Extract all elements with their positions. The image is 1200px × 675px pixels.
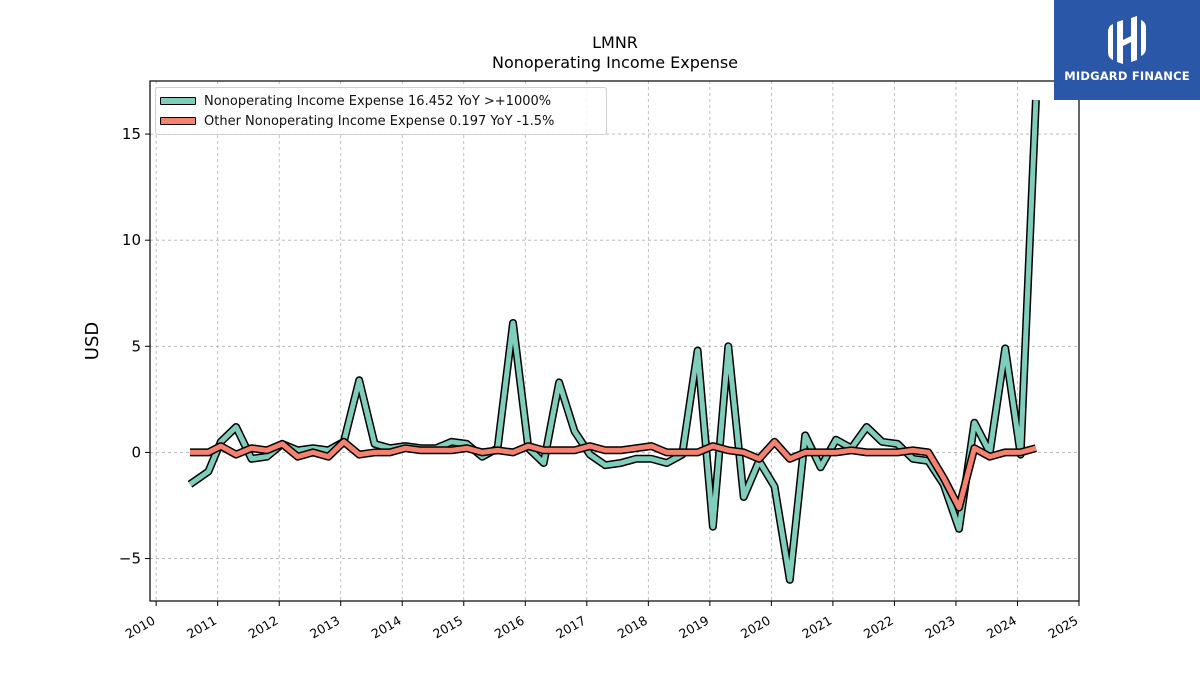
legend-label-nonoperating: Nonoperating Income Expense 16.452 YoY >… bbox=[204, 93, 552, 109]
x-tick-label: 2013 bbox=[307, 613, 342, 642]
brand-logo: MIDGARD FINANCE bbox=[1054, 0, 1200, 100]
y-axis-label: USD bbox=[82, 322, 103, 360]
chart-legend: Nonoperating Income Expense 16.452 YoY >… bbox=[155, 87, 607, 135]
chart-subtitle: Nonoperating Income Expense bbox=[492, 53, 738, 72]
legend-swatch-teal bbox=[160, 97, 196, 105]
x-tick-label: 2021 bbox=[799, 613, 834, 642]
grid-lines bbox=[150, 81, 1080, 601]
x-tick-label: 2025 bbox=[1045, 613, 1080, 642]
x-tick-label: 2022 bbox=[861, 613, 896, 642]
x-tick-label: 2016 bbox=[492, 613, 527, 642]
y-tick-label: 10 bbox=[122, 231, 141, 249]
y-tick-label: 0 bbox=[131, 443, 141, 461]
x-tick-label: 2020 bbox=[738, 613, 773, 642]
plot-frame bbox=[149, 80, 1080, 602]
x-tick-label: 2019 bbox=[676, 613, 711, 642]
y-tick-label: 5 bbox=[131, 337, 141, 355]
x-tick-label: 2011 bbox=[184, 613, 219, 642]
chart-title: LMNR bbox=[592, 33, 638, 52]
axes: −5 0 5 10 15 2010 2011 2012 2013 2014 2015 2016 2017… bbox=[119, 80, 1081, 642]
x-tick-label: 2014 bbox=[369, 613, 404, 642]
logo-text: MIDGARD FINANCE bbox=[1064, 69, 1190, 83]
y-tick-label: −5 bbox=[119, 550, 141, 568]
x-tick-label: 2017 bbox=[553, 613, 588, 642]
x-tick-label: 2018 bbox=[615, 613, 650, 642]
legend-label-other: Other Nonoperating Income Expense 0.197 … bbox=[204, 113, 555, 129]
x-tick-label: 2015 bbox=[430, 613, 465, 642]
x-tick-label: 2012 bbox=[246, 613, 281, 642]
x-tick-label: 2023 bbox=[922, 613, 957, 642]
series-line-0 bbox=[188, 99, 1039, 583]
legend-swatch-salmon bbox=[160, 117, 196, 125]
x-tick-label: 2024 bbox=[984, 613, 1019, 642]
y-tick-label: 15 bbox=[122, 125, 141, 143]
series-outline-0 bbox=[187, 99, 1040, 584]
x-tick-label: 2010 bbox=[123, 613, 158, 642]
legend-entry-nonoperating: Nonoperating Income Expense 16.452 YoY >… bbox=[160, 91, 551, 111]
legend-entry-other: Other Nonoperating Income Expense 0.197 … bbox=[160, 111, 554, 131]
series-line-1 bbox=[190, 439, 1037, 511]
series-lines bbox=[187, 99, 1040, 584]
logo-mark-icon bbox=[1108, 16, 1146, 64]
